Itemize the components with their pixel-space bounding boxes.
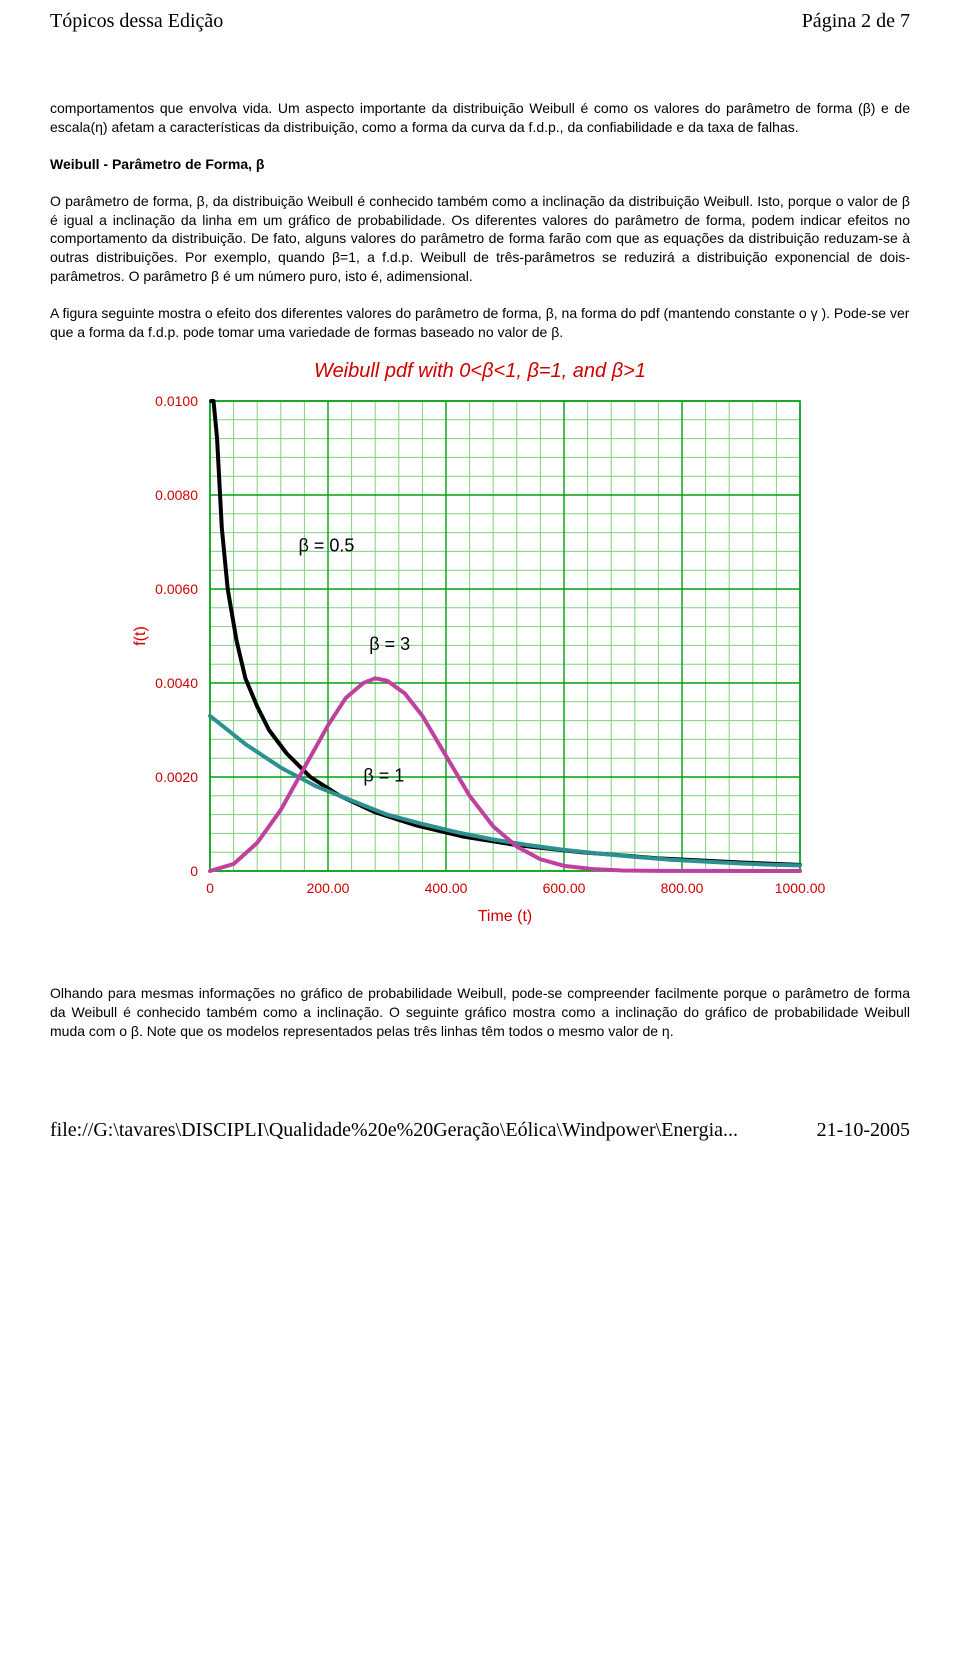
footer-right: 21-10-2005 [817, 1119, 910, 1142]
svg-text:800.00: 800.00 [661, 880, 704, 896]
footer-left: file://G:\tavares\DISCIPLI\Qualidade%20e… [50, 1119, 738, 1142]
svg-text:600.00: 600.00 [543, 880, 586, 896]
svg-text:0: 0 [206, 880, 214, 896]
svg-text:β = 1: β = 1 [363, 766, 404, 786]
svg-text:0.0020: 0.0020 [155, 769, 198, 785]
svg-text:Time (t): Time (t) [478, 908, 533, 925]
svg-text:0.0040: 0.0040 [155, 675, 198, 691]
paragraph-after-chart: Olhando para mesmas informações no gráfi… [50, 984, 910, 1041]
svg-text:0.0100: 0.0100 [155, 393, 198, 409]
page-footer: file://G:\tavares\DISCIPLI\Qualidade%20e… [50, 1059, 910, 1148]
svg-text:f(t): f(t) [132, 626, 149, 646]
page-content: comportamentos que envolva vida. Um aspe… [50, 39, 910, 1041]
chart-svg: β = 0.5 β = 1 β = 3 0 200.00 400.00 600.00 800.… [120, 391, 840, 951]
header-right: Página 2 de 7 [802, 10, 910, 33]
paragraph-figure-intro: A figura seguinte mostra o efeito dos di… [50, 304, 910, 342]
svg-text:0.0060: 0.0060 [155, 581, 198, 597]
chart-title: Weibull pdf with 0<β<1, β=1, and β>1 [120, 360, 840, 383]
svg-text:200.00: 200.00 [307, 880, 350, 896]
svg-text:β = 3: β = 3 [369, 634, 410, 654]
page-header: Tópicos dessa Edição Página 2 de 7 [50, 10, 910, 39]
svg-text:1000.00: 1000.00 [775, 880, 826, 896]
svg-text:0: 0 [190, 863, 198, 879]
svg-text:400.00: 400.00 [425, 880, 468, 896]
svg-text:β = 0.5: β = 0.5 [299, 535, 355, 555]
section-heading: Weibull - Parâmetro de Forma, β [50, 155, 910, 174]
header-left: Tópicos dessa Edição [50, 10, 223, 33]
weibull-pdf-chart: Weibull pdf with 0<β<1, β=1, and β>1 β =… [120, 360, 840, 954]
svg-text:0.0080: 0.0080 [155, 487, 198, 503]
paragraph-intro: comportamentos que envolva vida. Um aspe… [50, 99, 910, 137]
paragraph-shape: O parâmetro de forma, β, da distribuição… [50, 192, 910, 286]
